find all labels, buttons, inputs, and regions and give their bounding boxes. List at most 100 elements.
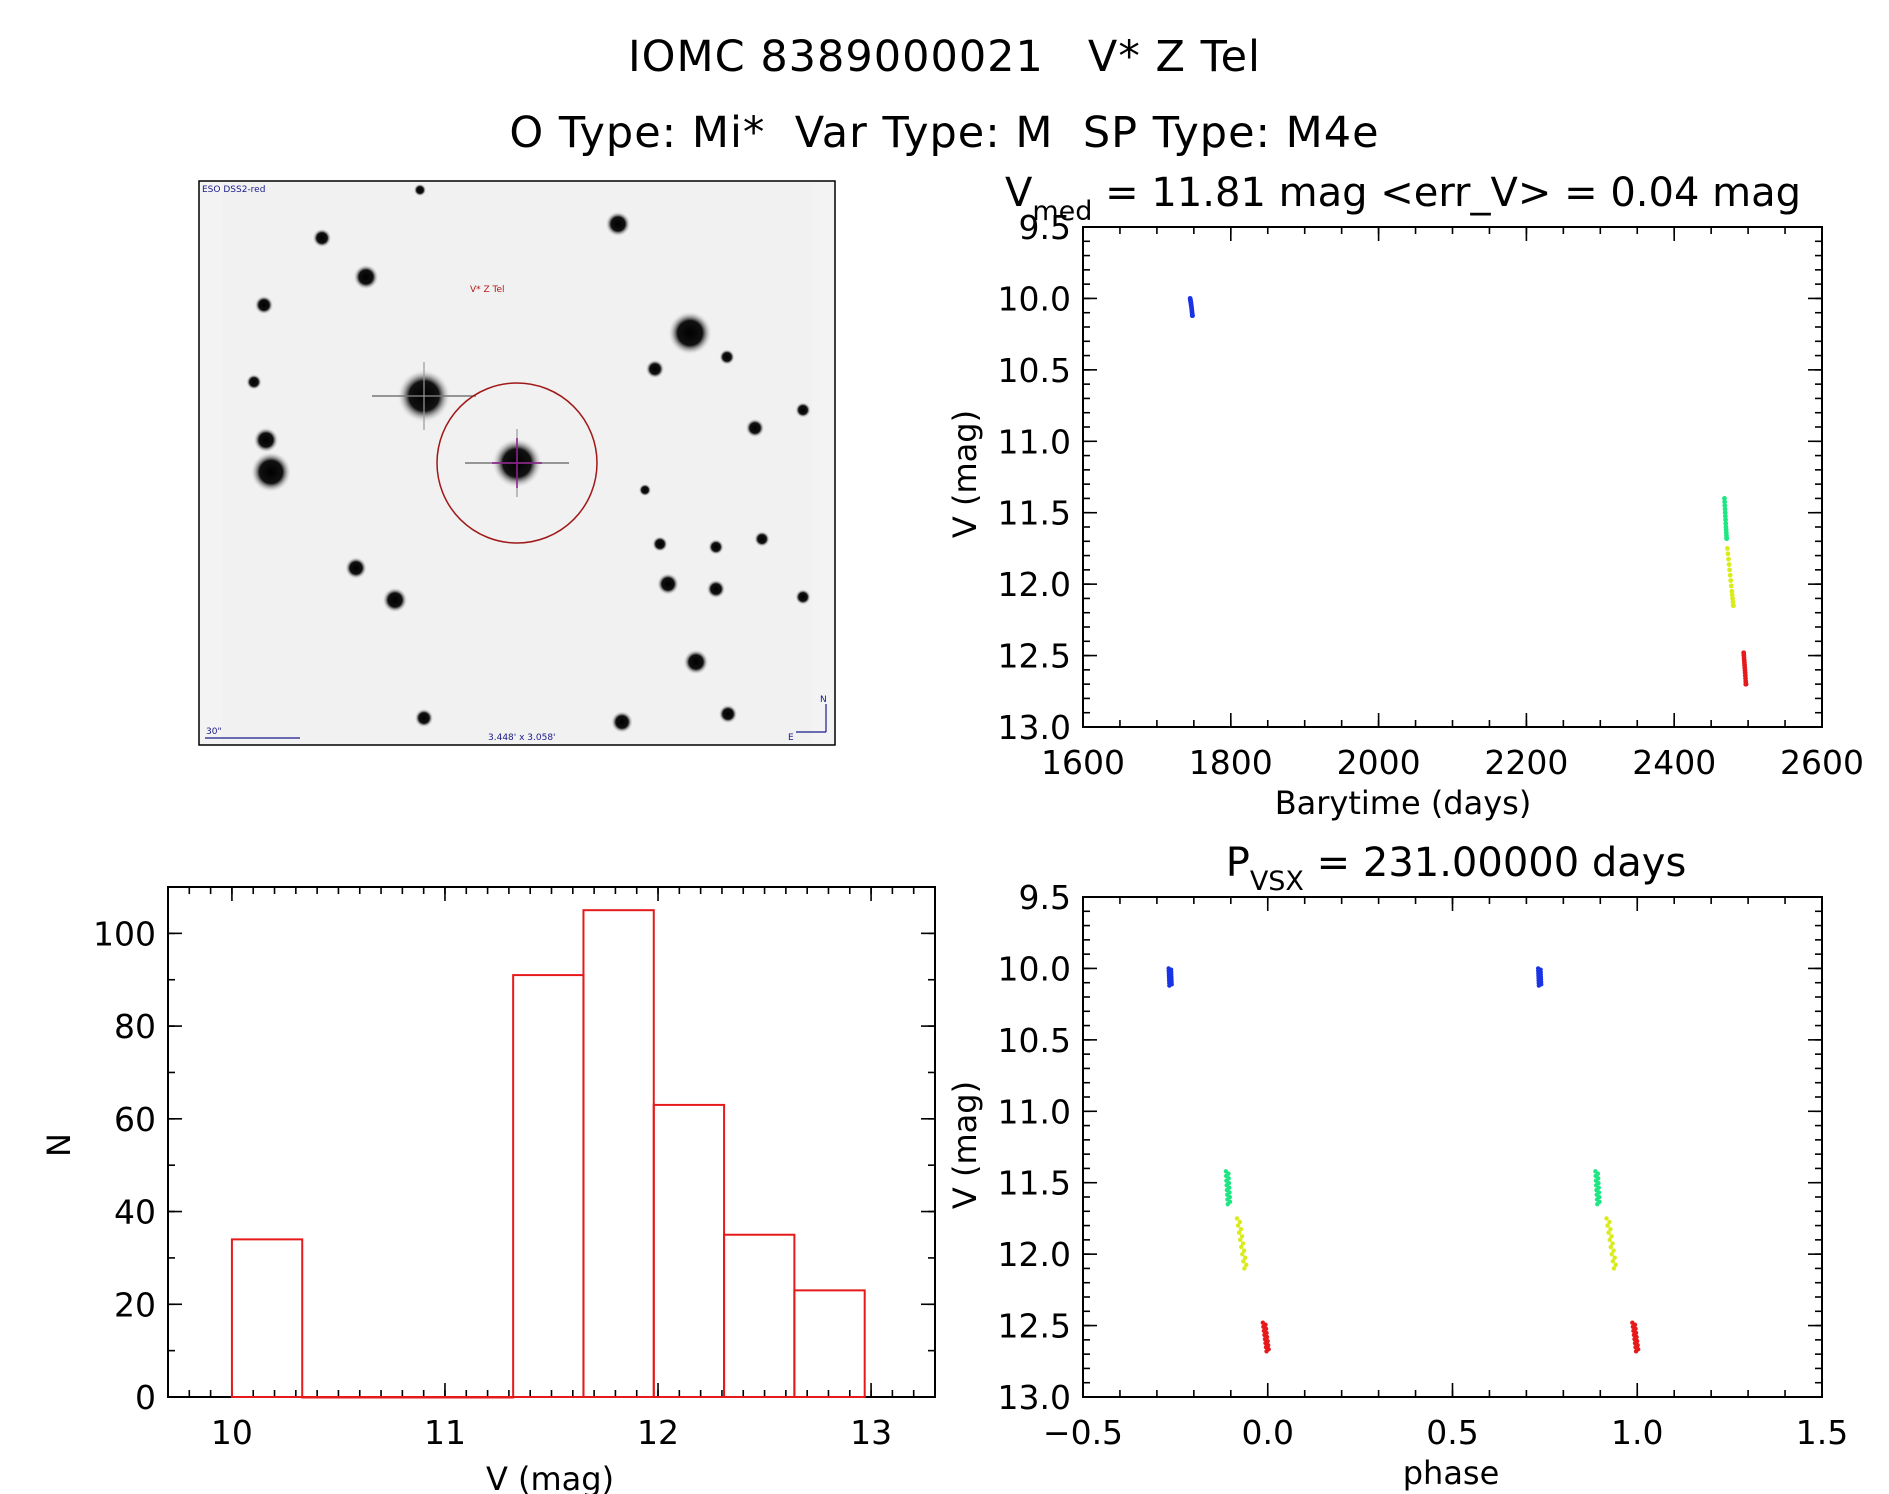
data-point-yellow	[1241, 1248, 1247, 1253]
data-point-yellow	[1235, 1223, 1241, 1228]
x-tick-label: 12	[637, 1413, 679, 1452]
histogram-ylabel: N	[40, 1133, 78, 1157]
x-tick-label: 1.0	[1611, 1413, 1663, 1452]
phased-curve-axes: −0.5 0.0 0.5 1.0 1.5 9.5 10.0 10.5 11.0 11.5 12.0 1…	[998, 878, 1849, 1452]
y-tick-label: 40	[114, 1193, 156, 1232]
x-tick-label: 1600	[1041, 743, 1125, 782]
light-curve-xlabel: Barytime (days)	[1275, 784, 1532, 822]
star-12	[719, 349, 735, 365]
star-4	[253, 427, 279, 453]
data-point-green	[1723, 517, 1728, 523]
data-point-yellow	[1609, 1234, 1614, 1239]
phased-curve-xlabel: phase	[1403, 1454, 1500, 1492]
data-point-yellow	[1728, 583, 1734, 589]
data-point-green	[1722, 513, 1728, 519]
data-point-green	[1595, 1201, 1600, 1207]
y-tick-label: 12.0	[998, 1235, 1071, 1274]
data-point-blue	[1189, 313, 1195, 318]
x-tick-label: 2000	[1337, 743, 1421, 782]
data-point-yellow	[1608, 1244, 1613, 1250]
histogram-bar	[652, 1103, 726, 1398]
data-point-yellow	[1610, 1259, 1616, 1264]
data-point-green	[1722, 510, 1728, 516]
data-point-yellow	[1729, 592, 1735, 598]
histogram-xlabel: V (mag)	[486, 1460, 614, 1494]
data-point-yellow	[1608, 1226, 1613, 1232]
data-point-green	[1722, 503, 1728, 508]
star-24	[708, 539, 724, 555]
data-point-yellow	[1613, 1262, 1618, 1268]
data-point-yellow	[1242, 1255, 1248, 1260]
y-tick-label: 60	[114, 1100, 156, 1139]
y-tick-label: 10.5	[998, 351, 1071, 390]
plot-frame	[1082, 226, 1823, 728]
scale-label: 30"	[206, 727, 222, 737]
x-tick-label: 2400	[1632, 743, 1716, 782]
data-point-yellow	[1730, 599, 1736, 605]
finder-chart: ESO DSS2-red V* Z Tel 30" 3.448' x 3.058…	[198, 180, 836, 746]
y-tick-label: 11.0	[998, 422, 1071, 461]
data-point-yellow	[1728, 578, 1734, 583]
light-curve-points	[1187, 296, 1749, 687]
data-point-red	[1743, 681, 1749, 687]
data-point-green	[1722, 496, 1727, 501]
star-22	[795, 589, 811, 605]
data-point-yellow	[1611, 1266, 1617, 1271]
data-point-yellow	[1730, 596, 1735, 601]
x-tick-label: 2600	[1780, 743, 1864, 782]
y-tick-label: 12.0	[998, 565, 1071, 604]
data-point-yellow	[1611, 1248, 1616, 1253]
star-19	[610, 710, 634, 734]
star-23	[246, 374, 262, 390]
data-point-yellow	[1727, 567, 1733, 573]
data-point-blue	[1167, 983, 1172, 988]
y-tick-label: 13.0	[998, 708, 1071, 747]
y-tick-label: 9.5	[1019, 878, 1071, 917]
histogram-bar	[723, 1233, 796, 1399]
light-curve-axes: 1600 1800 2000 2200 2400 2600 9.5 10.0 10.5 11.0 1…	[998, 208, 1864, 782]
star-18	[754, 531, 770, 547]
phased-curve-ylabel: V (mag)	[946, 1081, 984, 1209]
data-point-yellow	[1239, 1244, 1244, 1250]
y-tick-label: 20	[114, 1285, 156, 1324]
star-17	[706, 579, 726, 599]
data-point-red	[1633, 1349, 1639, 1354]
data-point-yellow	[1610, 1241, 1615, 1246]
data-point-red	[1264, 1349, 1269, 1354]
histogram-bar	[371, 1396, 444, 1399]
x-tick-label: 0.0	[1242, 1413, 1294, 1452]
x-tick-label: 11	[424, 1413, 466, 1452]
object-label: V* Z Tel	[470, 285, 505, 295]
y-tick-label: 12.5	[998, 1307, 1071, 1346]
survey-label: ESO DSS2-red	[202, 185, 265, 195]
y-tick-label: 80	[114, 1007, 156, 1046]
data-point-yellow	[1727, 572, 1733, 578]
x-tick-label: 2200	[1484, 743, 1568, 782]
x-tick-label: 1800	[1189, 743, 1273, 782]
data-point-yellow	[1607, 1237, 1612, 1243]
data-point-blue	[1536, 983, 1542, 988]
data-point-yellow	[1240, 1241, 1246, 1246]
x-tick-label: 13	[850, 1413, 892, 1452]
phased-curve-title: PVSX = 231.00000 days	[1226, 840, 1687, 897]
data-point-yellow	[1241, 1259, 1246, 1264]
data-point-yellow	[1234, 1216, 1240, 1221]
data-point-yellow	[1729, 588, 1735, 594]
data-point-yellow	[1242, 1266, 1247, 1271]
histogram-bar	[230, 1238, 304, 1399]
compass-e-label: E	[788, 733, 794, 743]
light-curve-chart: Vmed = 11.81 mag <err_V> = 0.04 mag 1600…	[946, 170, 1864, 822]
data-point-yellow	[1605, 1223, 1610, 1228]
data-point-yellow	[1725, 551, 1731, 557]
plot-frame	[167, 886, 936, 1398]
data-point-yellow	[1612, 1255, 1617, 1260]
x-tick-label: −0.5	[1043, 1413, 1123, 1452]
star-26	[652, 536, 668, 552]
phased-curve-chart: PVSX = 231.00000 days −0.5 0.0 0.5 1.0 1.5 9.…	[946, 840, 1848, 1492]
histogram-bar	[793, 1289, 866, 1399]
data-point-green	[1724, 536, 1730, 541]
page-title-types: O Type: Mi* Var Type: M SP Type: M4e	[509, 108, 1380, 158]
star-11	[645, 359, 665, 379]
star-20	[718, 704, 738, 724]
